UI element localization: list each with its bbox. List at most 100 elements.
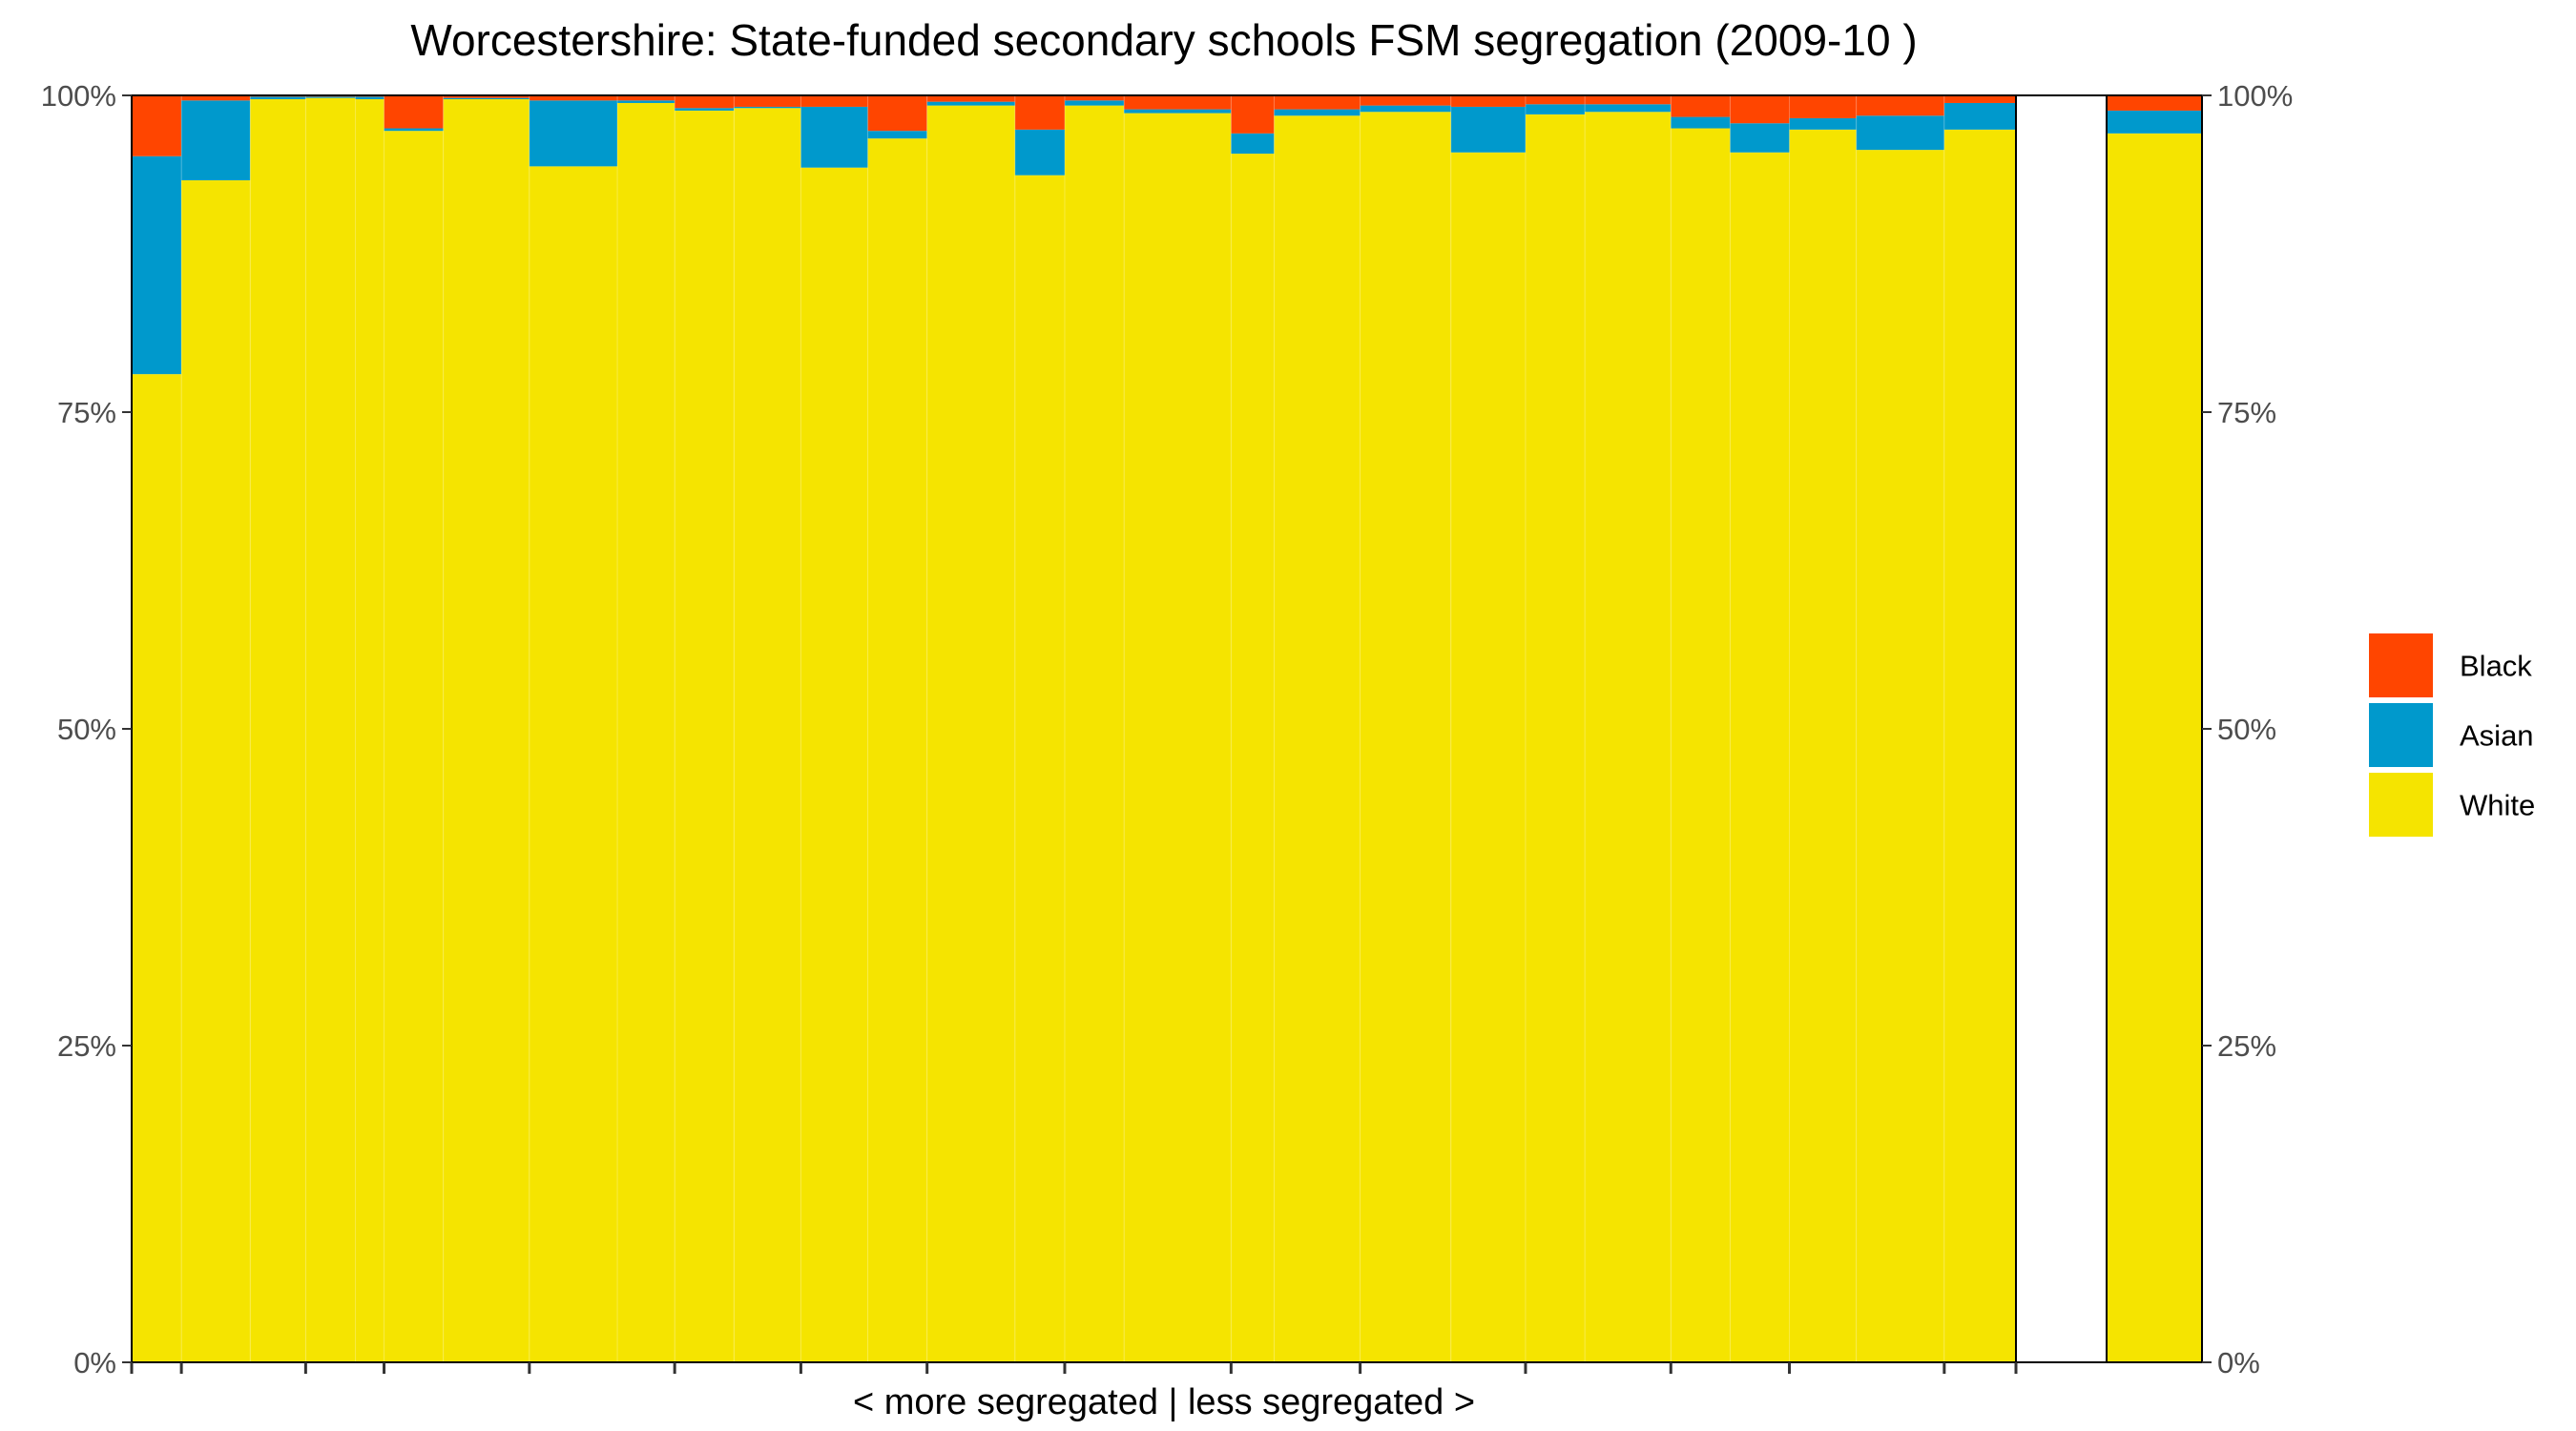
bar-segment-white [1064, 105, 1125, 1363]
bar-segment-asian [867, 131, 927, 139]
bar-segment-white [1360, 112, 1451, 1362]
bar-segment-asian [529, 100, 618, 167]
school-bar-6 [384, 95, 444, 1363]
bar-segment-asian [1014, 129, 1065, 176]
legend-swatch-white [2369, 773, 2433, 837]
school-bar-19 [1273, 95, 1361, 1362]
bar-segment-asian [132, 156, 182, 375]
y-tick-label-right: 50% [2217, 713, 2276, 746]
school-bar-14 [926, 95, 1015, 1363]
bar-segment-white [1274, 115, 1361, 1362]
school-bar-24 [1670, 95, 1731, 1362]
bar-segment-white [1856, 150, 1944, 1363]
bar-segment-white [1014, 175, 1065, 1362]
y-tick-label-right: 100% [2217, 79, 2293, 113]
school-bar-23 [1584, 95, 1672, 1362]
bar-segment-white [1231, 154, 1275, 1363]
bar-segment-white [529, 166, 618, 1362]
bar-segment-white [1671, 128, 1731, 1362]
school-bar-26 [1789, 95, 1857, 1363]
school-bar-18 [1230, 95, 1275, 1363]
bar-segment-black [384, 95, 444, 129]
y-tick-label-right: 75% [2217, 396, 2276, 429]
bar-segment-black [1730, 95, 1790, 124]
bar-segment-asian [617, 100, 675, 103]
bar-segment-black [1124, 95, 1232, 110]
bar-segment-black [1943, 95, 2016, 103]
bar-segment-asian [384, 128, 444, 132]
bar-segment-white [617, 102, 675, 1363]
bar-segment-white [305, 97, 356, 1362]
school-bar-1 [131, 95, 182, 1362]
x-ticks [130, 1362, 2018, 1374]
bar-segment-white [675, 110, 735, 1363]
bar-segment-black [734, 95, 801, 107]
bar-segment-black [443, 95, 530, 98]
bar-segment-white [1525, 114, 1586, 1362]
school-bar-17 [1123, 95, 1232, 1363]
bar-segment-asian [1671, 116, 1731, 129]
school-bar-10 [674, 95, 735, 1363]
bar-segment-white [1450, 152, 1526, 1362]
school-bar-9 [616, 95, 675, 1363]
school-bar-16 [1064, 95, 1125, 1363]
bar-segment-asian [1856, 115, 1944, 151]
bar-segment-black [1231, 95, 1275, 134]
y-tick-label-left: 50% [57, 713, 116, 746]
bar-segment-black [1789, 95, 1857, 118]
bar-segment-asian [1730, 123, 1790, 153]
overall-segment-black [2107, 95, 2202, 111]
bar-segment-black [1450, 95, 1526, 107]
bar-segment-asian [675, 108, 735, 111]
school-bar-28 [1943, 95, 2016, 1363]
y-tick-label-left: 25% [57, 1029, 116, 1063]
bar-segment-black [617, 95, 675, 101]
y-tick-label-left: 75% [57, 396, 116, 429]
bar-segment-black [132, 95, 182, 156]
y-axes: 0% 0% 25% 25% 50% 50% 75% 75% 100% 100% [41, 79, 2294, 1379]
legend-swatch-asian [2369, 703, 2433, 767]
school-bar-27 [1856, 95, 1944, 1363]
bar-segment-asian [305, 96, 356, 98]
school-bar-12 [800, 95, 868, 1363]
bar-segment-white [734, 108, 801, 1362]
legend-swatch-black [2369, 633, 2433, 697]
bar-segment-black [1585, 95, 1672, 105]
bar-segment-asian [926, 101, 1015, 106]
bar-segment-asian [1360, 105, 1451, 113]
bar-segment-asian [1789, 117, 1857, 130]
gap-panel-frame [2015, 94, 2108, 1363]
x-axis-label: < more segregated | less segregated > [853, 1382, 1475, 1422]
school-bar-11 [733, 95, 801, 1362]
bar-segment-black [867, 95, 927, 132]
bar-segment-white [800, 167, 868, 1363]
school-bar-2 [180, 95, 251, 1363]
bar-segment-asian [1124, 109, 1232, 114]
school-bar-5 [354, 95, 384, 1363]
school-bar-25 [1729, 95, 1790, 1362]
bar-segment-asian [355, 96, 384, 99]
bar-segment-white [181, 179, 251, 1363]
bar-segment-white [926, 105, 1015, 1363]
school-bar-4 [304, 95, 356, 1362]
bar-segment-asian [1450, 106, 1526, 153]
bar-segment-white [1789, 129, 1857, 1363]
bar-segment-white [355, 98, 384, 1363]
bar-segment-white [1730, 152, 1790, 1362]
bar-segment-black [1014, 95, 1065, 130]
bar-segment-asian [443, 97, 530, 99]
y-tick-label-right: 0% [2217, 1346, 2260, 1379]
bar-segment-black [1525, 95, 1586, 105]
bar-segment-white [1585, 112, 1672, 1362]
bar-segment-asian [181, 100, 251, 180]
legend-label-asian: Asian [2460, 719, 2534, 753]
school-bar-20 [1360, 95, 1451, 1362]
bar-segment-white [443, 98, 530, 1363]
bar-segment-black [1856, 95, 1944, 116]
legend-label-black: Black [2460, 650, 2532, 683]
bar-segment-asian [1274, 109, 1361, 116]
overall-segment-white [2107, 133, 2202, 1363]
bar-segment-black [1274, 95, 1361, 110]
bar-segment-white [1124, 113, 1232, 1363]
bar-segment-black [675, 95, 735, 109]
